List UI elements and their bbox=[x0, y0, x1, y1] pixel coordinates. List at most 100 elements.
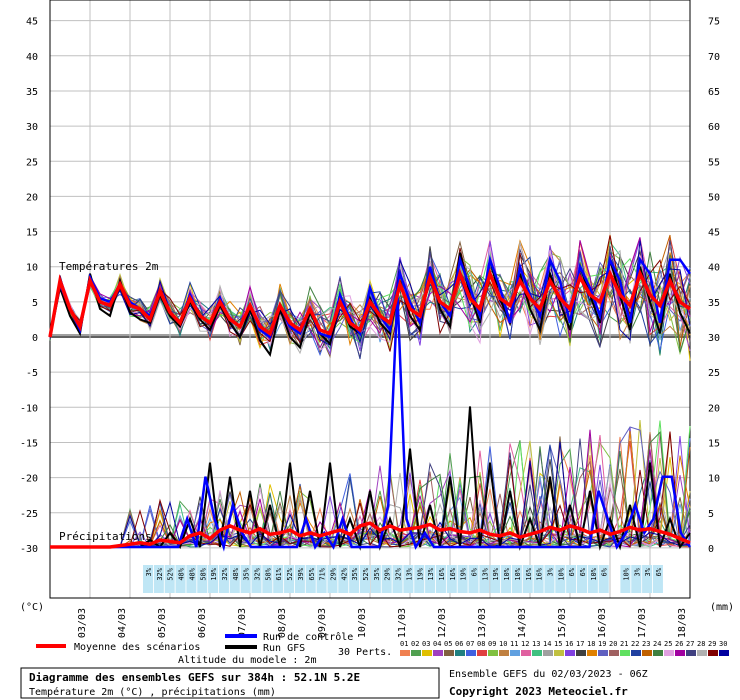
snow-marker-text: 6% bbox=[568, 567, 576, 576]
main-series-lines bbox=[48, 252, 692, 552]
snow-marker bbox=[631, 565, 642, 593]
pert-swatch bbox=[488, 650, 498, 656]
pert-swatch bbox=[631, 650, 641, 656]
pert-swatch bbox=[400, 650, 410, 656]
snow-marker bbox=[392, 565, 403, 593]
snow-marker bbox=[501, 565, 512, 593]
snow-marker-text: 29% bbox=[329, 567, 337, 580]
pert-swatch bbox=[411, 650, 421, 656]
snow-marker bbox=[446, 565, 457, 593]
snow-marker-text: 52% bbox=[167, 567, 175, 580]
x-tick-label: 13/03 bbox=[477, 608, 488, 638]
pert-number: 30 bbox=[719, 640, 727, 648]
perturbation-precip-line bbox=[50, 431, 691, 548]
pert-number: 19 bbox=[598, 640, 606, 648]
right-axis-unit: (mm) bbox=[710, 602, 734, 613]
legend-control-label: Run de contrôle bbox=[263, 631, 353, 643]
footer-title: Diagramme des ensembles GEFS sur 384h : … bbox=[29, 671, 360, 684]
snow-marker-text: 19% bbox=[416, 567, 424, 580]
snow-marker bbox=[262, 565, 273, 593]
pert-number: 05 bbox=[444, 640, 452, 648]
pert-swatch bbox=[565, 650, 575, 656]
right-tick-label: 5 bbox=[708, 509, 714, 520]
pert-swatch bbox=[719, 650, 729, 656]
snow-marker-text: 58% bbox=[264, 567, 272, 580]
x-tick-label: 10/03 bbox=[357, 608, 368, 638]
pert-number: 28 bbox=[697, 640, 705, 648]
ensemble-run-label: Ensemble GEFS du 02/03/2023 - 06Z bbox=[449, 669, 648, 680]
pert-number: 06 bbox=[455, 640, 463, 648]
snow-marker-text: 32% bbox=[221, 567, 229, 580]
snow-marker bbox=[229, 565, 240, 593]
pert-swatch bbox=[653, 650, 663, 656]
snow-marker bbox=[468, 565, 479, 593]
snow-marker bbox=[566, 565, 577, 593]
snow-marker bbox=[360, 565, 370, 593]
snow-marker-text: 32% bbox=[254, 567, 262, 580]
snow-marker-text: 6% bbox=[579, 567, 587, 576]
pert-number: 26 bbox=[675, 640, 683, 648]
x-tick-label: 09/03 bbox=[317, 608, 328, 638]
snow-marker bbox=[652, 565, 663, 593]
left-tick-label: -30 bbox=[20, 544, 38, 555]
snow-marker-text: 19% bbox=[492, 567, 500, 580]
pert-number: 03 bbox=[422, 640, 430, 648]
pert-number: 10 bbox=[499, 640, 507, 648]
model-altitude-label: Altitude du modele : 2m bbox=[178, 655, 316, 666]
snow-marker bbox=[370, 565, 381, 593]
pert-swatch bbox=[664, 650, 674, 656]
pert-number: 27 bbox=[686, 640, 694, 648]
snow-marker bbox=[425, 565, 436, 593]
legend: Moyenne des scénarios Run de contrôle Ru… bbox=[36, 631, 729, 666]
pert-swatch bbox=[532, 650, 542, 656]
snow-marker-text: 65% bbox=[308, 567, 316, 580]
left-tick-label: 25 bbox=[26, 157, 38, 168]
pert-swatch bbox=[642, 650, 652, 656]
snow-marker bbox=[577, 565, 587, 593]
snow-marker-text: 71% bbox=[319, 567, 327, 580]
snow-marker-text: 16% bbox=[536, 567, 544, 580]
left-tick-label: -20 bbox=[20, 474, 38, 485]
snow-marker-text: 3% bbox=[644, 567, 652, 576]
pert-number: 08 bbox=[477, 640, 485, 648]
snow-marker-text: 35% bbox=[373, 567, 381, 580]
snow-marker bbox=[457, 565, 468, 593]
snow-marker-text: 32% bbox=[395, 567, 403, 580]
x-tick-label: 17/03 bbox=[637, 608, 648, 638]
snow-marker-text: 58% bbox=[199, 567, 207, 580]
pert-swatch bbox=[620, 650, 630, 656]
snow-marker-text: 61% bbox=[275, 567, 283, 580]
left-tick-label: -5 bbox=[26, 368, 38, 379]
x-tick-label: 14/03 bbox=[517, 608, 528, 638]
left-tick-label: 0 bbox=[32, 333, 38, 344]
snow-marker bbox=[620, 565, 631, 593]
x-tick-label: 05/03 bbox=[157, 608, 168, 638]
snow-marker bbox=[533, 565, 544, 593]
snow-marker-text: 48% bbox=[188, 567, 196, 580]
snow-marker-text: 13% bbox=[427, 567, 435, 580]
snow-marker-text: 10% bbox=[622, 567, 630, 580]
pert-swatch bbox=[477, 650, 487, 656]
snow-marker-text: 48% bbox=[178, 567, 186, 580]
snow-marker-text: 6% bbox=[655, 567, 663, 576]
pert-number: 02 bbox=[411, 640, 419, 648]
left-tick-label: -10 bbox=[20, 403, 38, 414]
left-tick-label: 45 bbox=[26, 17, 38, 28]
pert-swatch bbox=[598, 650, 608, 656]
pert-number: 24 bbox=[653, 640, 661, 648]
snow-marker-text: 13% bbox=[481, 567, 489, 580]
x-tick-label: 15/03 bbox=[557, 608, 568, 638]
perturbation-temp-line bbox=[49, 237, 691, 349]
left-tick-label: 30 bbox=[26, 122, 38, 133]
snow-marker-text: 42% bbox=[340, 567, 348, 580]
snow-marker-text: 6% bbox=[601, 567, 609, 576]
right-tick-label: 75 bbox=[708, 17, 720, 28]
pert-number: 23 bbox=[642, 640, 650, 648]
snow-marker bbox=[284, 565, 295, 593]
snow-marker bbox=[587, 565, 598, 593]
snow-marker bbox=[555, 565, 566, 593]
snow-marker-text: 3% bbox=[633, 567, 641, 576]
pert-swatch bbox=[422, 650, 432, 656]
